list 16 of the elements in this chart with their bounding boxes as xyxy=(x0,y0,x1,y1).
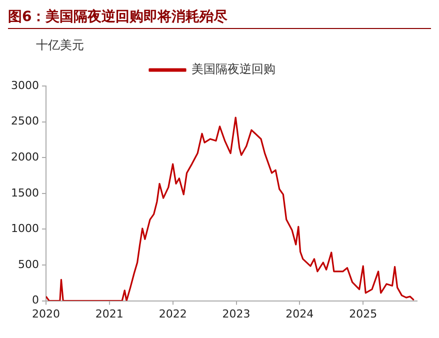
y-tick-label: 1500 xyxy=(10,186,39,200)
legend-label: 美国隔夜逆回购 xyxy=(192,62,276,76)
y-tick-label: 0 xyxy=(32,294,39,307)
x-tick-label: 2022 xyxy=(158,307,187,320)
y-tick-label: 3000 xyxy=(10,78,39,92)
chart-title: 图6：美国隔夜逆回购即将消耗殆尽 xyxy=(8,8,431,29)
x-tick-label: 2021 xyxy=(95,307,124,320)
y-tick-label: 2500 xyxy=(10,114,39,128)
y-tick-label: 2000 xyxy=(10,150,39,164)
y-tick-label: 1000 xyxy=(10,222,39,236)
y-axis-title: 十亿美元 xyxy=(36,37,85,54)
x-tick-label: 2025 xyxy=(349,307,378,320)
x-tick-label: 2023 xyxy=(222,307,250,320)
x-tick-label: 2020 xyxy=(32,307,60,320)
y-tick-label: 500 xyxy=(18,258,39,271)
x-tick-label: 2024 xyxy=(286,307,314,320)
